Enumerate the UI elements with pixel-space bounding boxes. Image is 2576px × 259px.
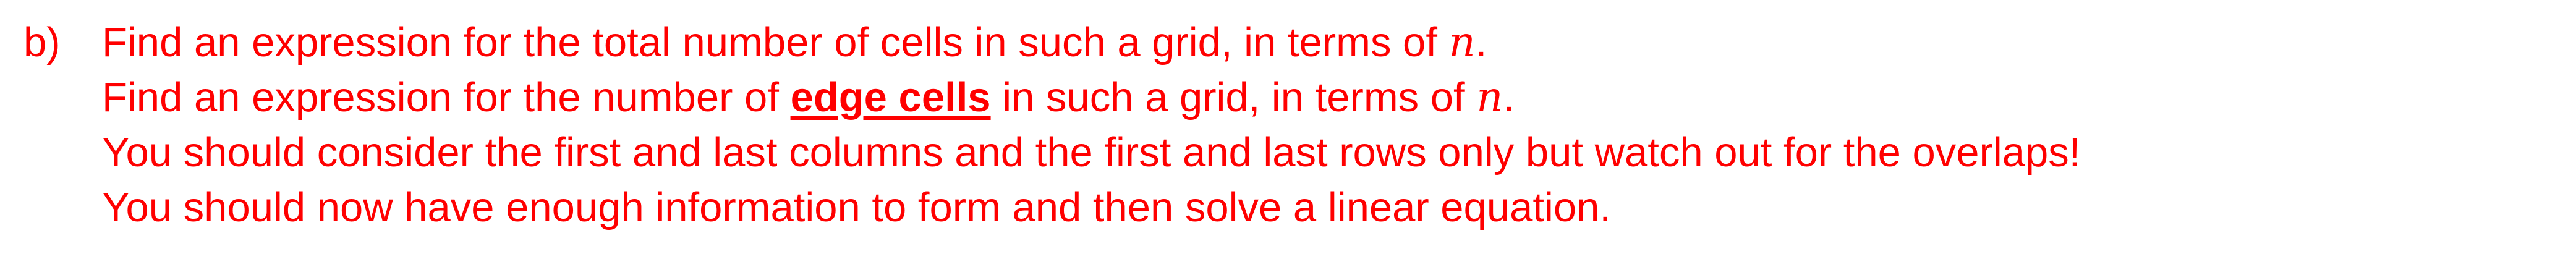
instruction-edge-cells-after: in such a grid, in terms of xyxy=(990,74,1477,121)
question-body: Find an expression for the total number … xyxy=(102,15,2080,235)
variable-n: n xyxy=(1476,73,1503,121)
question-label: b) xyxy=(23,19,61,66)
hint-linear-equation: You should now have enough information t… xyxy=(102,184,1611,231)
instruction-total-cells: Find an expression for the total number … xyxy=(102,15,2080,70)
edge-cells-emphasis: edge cells xyxy=(790,74,991,121)
variable-n: n xyxy=(1448,18,1476,66)
hint-overlaps: You should consider the first and last c… xyxy=(102,129,2081,176)
sentence-end: . xyxy=(1475,19,1487,66)
instruction-edge-cells: Find an expression for the number of edg… xyxy=(102,70,2080,125)
sentence-end: . xyxy=(1503,74,1515,121)
instruction-edge-cells-before: Find an expression for the number of xyxy=(102,74,791,121)
instruction-total-cells-text: Find an expression for the total number … xyxy=(102,19,1449,66)
